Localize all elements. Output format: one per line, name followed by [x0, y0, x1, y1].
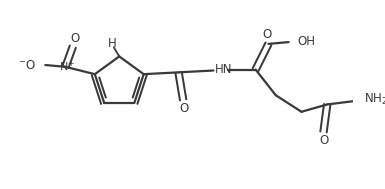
Text: O: O	[70, 32, 79, 45]
Text: NH$_2$: NH$_2$	[364, 92, 385, 107]
Text: H: H	[107, 37, 116, 50]
Text: $^{-}$O: $^{-}$O	[18, 59, 36, 71]
Text: O: O	[262, 28, 271, 41]
Text: O: O	[179, 102, 189, 115]
Text: HN: HN	[215, 63, 233, 76]
Text: OH: OH	[298, 35, 316, 48]
Text: N$^{+}$: N$^{+}$	[59, 59, 75, 74]
Text: O: O	[319, 134, 328, 147]
